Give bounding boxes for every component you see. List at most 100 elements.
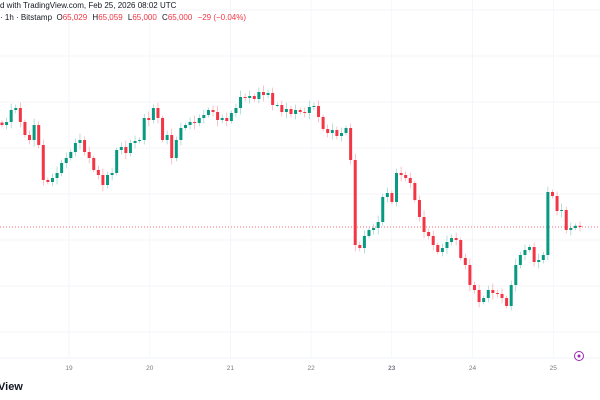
- chart-settings-icon[interactable]: [574, 351, 584, 361]
- candle: [523, 244, 527, 261]
- open-value: 65,029: [62, 13, 88, 22]
- candle-body: [436, 245, 440, 252]
- candle: [385, 187, 389, 203]
- candle: [353, 153, 357, 252]
- candle-body: [307, 107, 311, 113]
- candle: [550, 189, 554, 199]
- candle: [528, 244, 532, 253]
- candle: [573, 223, 577, 231]
- candle-body: [367, 230, 371, 236]
- candle: [197, 114, 201, 127]
- candle-body: [362, 236, 366, 248]
- candle: [335, 126, 339, 140]
- candle-body: [170, 135, 174, 158]
- candle: [41, 139, 45, 186]
- close-value: 65,000: [167, 13, 193, 22]
- candle: [422, 210, 426, 239]
- candle: [142, 113, 146, 145]
- candle-body: [450, 238, 454, 242]
- candle-body: [147, 118, 151, 120]
- candle: [18, 102, 22, 128]
- snapshot-caption: d with TradingView.com, Feb 25, 2026 08:…: [0, 1, 177, 10]
- x-tick-label: 21: [227, 365, 235, 372]
- candle: [133, 135, 137, 149]
- candle: [569, 222, 573, 236]
- candle: [271, 87, 275, 111]
- candle-body: [142, 118, 146, 140]
- candle: [183, 122, 187, 131]
- candle-body: [550, 192, 554, 196]
- candle: [518, 251, 522, 269]
- candle-body: [101, 175, 105, 185]
- candle-body: [275, 105, 279, 106]
- candle-body: [459, 240, 463, 258]
- candle: [555, 191, 559, 216]
- candle: [239, 90, 243, 115]
- candle: [491, 283, 495, 300]
- candle: [220, 114, 224, 124]
- candle-body: [151, 108, 155, 120]
- candle-body: [541, 255, 545, 260]
- time-axis[interactable]: 19 20 21 22 23 24 25: [65, 365, 557, 372]
- candle-body: [477, 290, 481, 302]
- candle: [124, 140, 128, 160]
- symbol-interval: · 1h · Bitstamp: [0, 13, 53, 22]
- candle-body: [257, 92, 261, 99]
- candle: [564, 206, 568, 234]
- candle-body: [491, 290, 495, 293]
- candle-body: [110, 173, 114, 175]
- candle-body: [206, 110, 210, 115]
- candle: [431, 230, 435, 251]
- candle: [381, 193, 385, 226]
- candle: [376, 215, 380, 235]
- x-tick-label: 19: [65, 365, 73, 372]
- candle: [96, 165, 100, 180]
- candle-body: [252, 96, 256, 99]
- candle: [307, 100, 311, 120]
- candle-body: [573, 225, 577, 228]
- candle-body: [73, 143, 77, 152]
- candle: [229, 110, 233, 124]
- candle-body: [408, 178, 412, 183]
- candle: [9, 103, 13, 129]
- candle-body: [528, 247, 532, 250]
- candle-body: [248, 96, 252, 98]
- ohlc-legend: · 1h · Bitstamp O65,029 H65,059 L65,000 …: [0, 13, 249, 23]
- candle: [450, 234, 454, 246]
- candle: [179, 122, 183, 146]
- candle-body: [463, 258, 467, 265]
- candle: [60, 159, 64, 177]
- candle: [216, 105, 220, 127]
- candle-body: [266, 93, 270, 95]
- candle-body: [69, 152, 73, 158]
- candle-body: [32, 125, 36, 140]
- candle: [339, 127, 343, 142]
- candle: [14, 104, 18, 114]
- candle-body: [532, 247, 536, 262]
- candle-body: [330, 130, 334, 133]
- candle: [138, 137, 142, 144]
- candle-body: [537, 260, 541, 262]
- candle-body: [92, 158, 96, 170]
- candle-body: [243, 97, 247, 98]
- candle-body: [211, 110, 215, 112]
- candle: [280, 100, 284, 117]
- candle: [321, 114, 325, 132]
- candle-body: [78, 140, 82, 143]
- candle-body: [509, 285, 513, 306]
- low-label: L: [127, 13, 133, 22]
- candle-body: [179, 128, 183, 140]
- candle-body: [46, 180, 50, 182]
- candle: [578, 221, 582, 232]
- candle: [454, 232, 458, 246]
- candle-body: [376, 222, 380, 228]
- candle: [110, 167, 114, 181]
- x-tick-label: 22: [307, 365, 315, 372]
- candle: [252, 93, 256, 102]
- candle-body: [505, 298, 509, 306]
- candle-body: [23, 122, 27, 135]
- candle-body: [578, 225, 582, 227]
- candle-body: [115, 150, 119, 173]
- candles: [0, 85, 582, 311]
